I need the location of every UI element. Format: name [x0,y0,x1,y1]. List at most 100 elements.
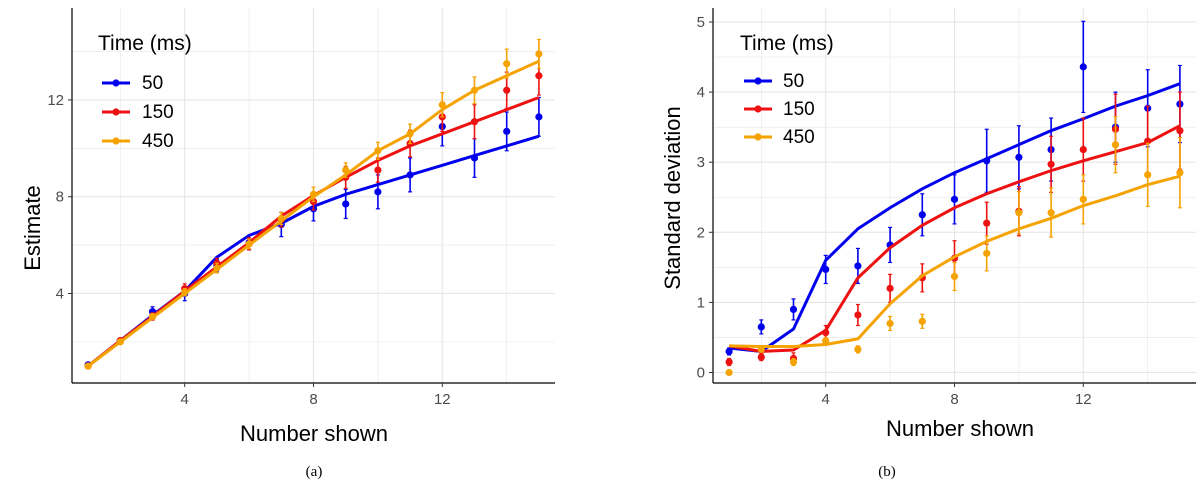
legend-marker-50 [754,77,762,85]
y-tick-label: 12 [47,92,64,109]
data-point [309,190,318,198]
legend-label-450: 450 [783,127,815,148]
data-point [342,166,350,174]
data-point [725,358,733,366]
legend-label-50: 50 [783,71,804,92]
y-tick-label: 1 [697,294,705,311]
data-point [1047,160,1055,168]
data-point [918,317,926,325]
data-point [757,353,765,361]
data-point [757,345,765,353]
y-axis-title: Standard deviation [660,106,685,289]
data-point [503,60,511,68]
data-point [535,72,543,80]
legend-marker-450 [754,133,762,141]
data-point [503,127,511,135]
series-line-450 [729,174,1181,349]
data-point [983,249,991,257]
legend-title: Time (ms) [98,32,192,55]
data-point [854,345,862,353]
legend: Time (ms) 50 150 450 [98,32,192,152]
data-point [1176,169,1184,177]
x-tick-label: 8 [950,391,958,408]
data-point [1047,209,1055,217]
y-tick-label: 8 [56,189,64,206]
estimate-chart: 4 8 12 4 8 12 Time (ms) 50 150 450 Number sho… [20,8,555,480]
x-tick-label: 4 [181,391,189,408]
legend-title: Time (ms) [740,32,834,55]
x-tick-label: 12 [1075,391,1092,408]
data-point [116,338,124,346]
legend-label-450: 450 [142,131,174,152]
legend-marker-50 [112,79,120,87]
data-point [757,323,765,331]
data-point [822,337,830,345]
data-point [181,288,189,296]
data-point [854,311,862,319]
y-tick-label: 2 [697,224,705,241]
y-tick-label: 3 [697,154,705,171]
data-point [213,264,221,272]
y-tick-label: 0 [697,364,705,381]
data-point [1015,153,1023,161]
data-point [1176,127,1184,135]
data-point [84,362,92,370]
legend-marker-450 [112,137,120,145]
data-point [374,147,382,155]
data-point [406,130,414,138]
legend-marker-150 [754,105,762,113]
panel-caption: (b) [878,464,896,480]
y-tick-label: 4 [56,285,64,302]
y-axis-title: Estimate [20,185,45,271]
x-axis-title: Number shown [886,416,1034,441]
x-axis-title: Number shown [240,421,388,446]
data-point [725,347,733,356]
data-point [854,262,862,270]
data-point [1144,171,1152,179]
data-point [950,195,959,203]
data-point [1079,145,1087,154]
legend-label-150: 150 [142,102,174,123]
data-point [1079,63,1087,71]
data-point [1079,195,1087,203]
data-point [374,188,382,196]
legend: Time (ms) 50 150 450 [740,32,834,148]
panel-caption: (a) [306,464,323,480]
data-point [822,265,830,274]
legend-marker-150 [112,108,120,116]
data-point [725,368,733,377]
data-point [983,157,991,165]
data-point [789,358,798,366]
x-tick-label: 8 [309,391,317,408]
data-point [535,50,543,58]
data-point [983,219,991,227]
data-point [438,101,446,109]
series-line-50 [728,82,1181,354]
data-point [245,240,253,248]
data-point [277,214,285,223]
data-point [1015,209,1023,217]
series-line-150 [728,124,1181,353]
y-tick-label: 4 [697,84,705,101]
data-point [950,272,959,281]
data-point [886,319,894,328]
data-point [822,328,830,337]
data-point [503,86,511,94]
y-tick-label: 5 [697,14,705,31]
data-point [406,171,414,179]
data-point [342,200,350,208]
legend-label-50: 50 [142,73,163,94]
legend-label-150: 150 [783,99,815,120]
data-point [374,166,382,174]
data-point [470,154,479,162]
data-point [789,305,798,314]
data-point [886,284,894,292]
data-point [535,113,543,121]
data-point [918,211,926,219]
data-point [1111,141,1120,149]
x-tick-label: 4 [822,391,830,408]
data-point [148,312,157,321]
data-point [470,86,479,94]
